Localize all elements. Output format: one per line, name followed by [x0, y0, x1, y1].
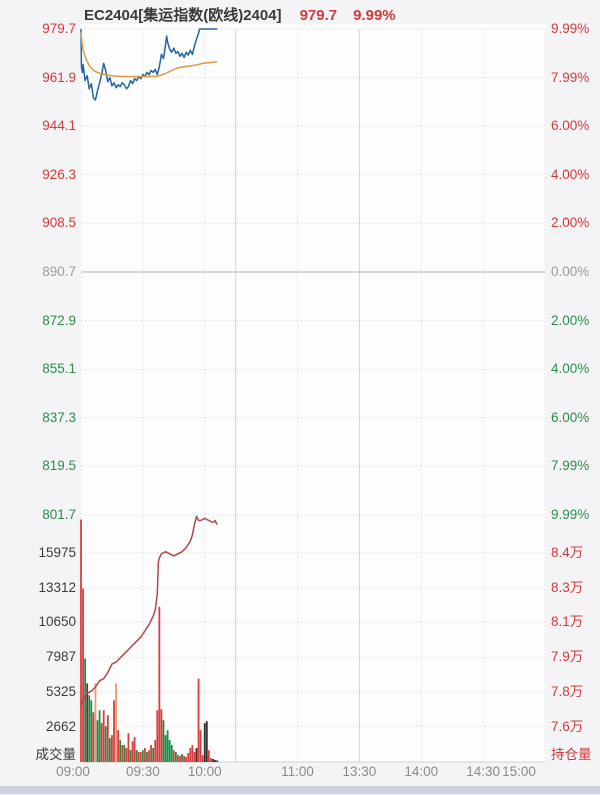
open-interest-axis-title: 持仓量 [551, 747, 592, 762]
percent-tick-label: 0.00% [551, 264, 590, 279]
volume-axis-title: 成交量 [35, 747, 77, 762]
price-tick-label: 979.7 [42, 21, 76, 36]
time-tick-label: 13:30 [342, 764, 377, 779]
last-price: 979.7 [299, 7, 338, 24]
volume-tick-label: 13312 [38, 579, 76, 595]
price-tick-label: 801.7 [42, 507, 76, 522]
price-tick-label: 855.1 [42, 361, 76, 377]
volume-tick-label: 2662 [45, 718, 76, 734]
open-interest-tick-label: 7.6万 [551, 718, 584, 734]
open-interest-tick-label: 8.3万 [551, 579, 584, 595]
open-interest-tick-label: 7.8万 [551, 683, 584, 699]
time-tick-label: 11:00 [281, 764, 314, 779]
price-tick-label: 908.5 [42, 215, 76, 231]
percent-tick-label: 9.99% [551, 507, 590, 522]
volume-tick-label: 7987 [45, 649, 76, 665]
volume-tick-label: 5325 [45, 683, 76, 699]
percent-tick-label: 7.99% [551, 69, 590, 85]
price-tick-label: 926.3 [42, 166, 76, 182]
price-tick-label: 961.9 [42, 69, 76, 85]
percent-tick-label: 7.99% [551, 458, 590, 474]
percent-tick-label: 4.00% [551, 361, 590, 377]
percent-tick-label: 2.00% [551, 312, 590, 328]
time-tick-label: 10:00 [187, 764, 222, 779]
price-tick-label: 837.3 [42, 409, 76, 425]
change-percent: 9.99% [353, 7, 396, 24]
percent-tick-label: 4.00% [551, 166, 590, 182]
price-tick-label: 890.7 [42, 264, 76, 279]
time-tick-label: 14:00 [404, 764, 439, 779]
price-tick-label: 944.1 [42, 118, 76, 134]
window-bottom-edge [0, 786, 600, 794]
time-tick-label: 14:30 [466, 764, 501, 779]
percent-tick-label: 6.00% [551, 409, 590, 425]
open-interest-tick-label: 8.1万 [551, 614, 584, 630]
volume-tick-label: 10650 [38, 614, 76, 630]
instrument-title: EC2404[集运指数(欧线)2404] [84, 7, 282, 24]
open-interest-tick-label: 7.9万 [551, 649, 584, 665]
percent-tick-label: 2.00% [551, 215, 590, 231]
percent-tick-label: 6.00% [551, 118, 590, 134]
price-tick-label: 872.9 [42, 312, 76, 328]
open-interest-tick-label: 8.4万 [551, 545, 584, 560]
price-tick-label: 819.5 [42, 458, 76, 474]
time-tick-label: 09:30 [125, 764, 160, 779]
time-tick-label: 15:00 [502, 764, 536, 779]
chart-header: EC2404[集运指数(欧线)2404] 979.7 9.99% [84, 4, 396, 24]
volume-tick-label: 15975 [38, 545, 76, 560]
time-tick-label: 09:00 [56, 764, 90, 779]
percent-tick-label: 9.99% [551, 21, 590, 36]
